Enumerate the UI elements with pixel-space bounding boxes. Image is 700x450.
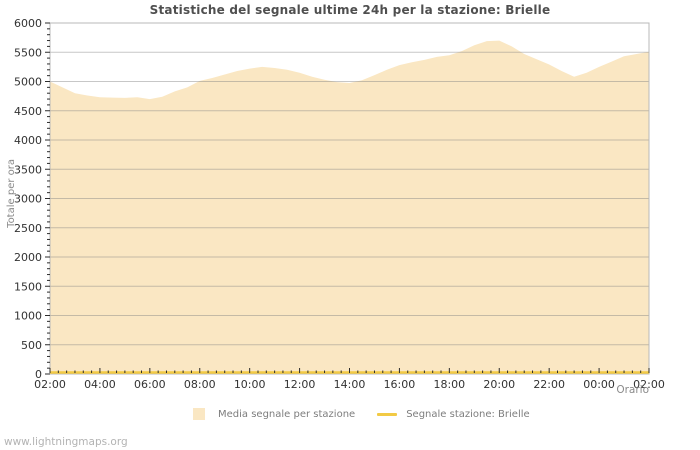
y-tick-label: 4500 (14, 105, 42, 118)
x-tick-label: 14:00 (334, 378, 366, 391)
watermark-text: www.lightningmaps.org (4, 436, 128, 448)
x-tick-label: 12:00 (284, 378, 316, 391)
y-tick-label: 5000 (14, 76, 42, 89)
y-tick-label: 3000 (14, 193, 42, 206)
y-tick-label: 1000 (14, 310, 42, 323)
chart-legend: Media segnale per stazione Segnale stazi… (193, 408, 530, 420)
chart-plot-area: 0 500 1000 1500 2000 2500 3000 3500 4000 4500 5000… (14, 17, 665, 391)
line-swatch-icon (377, 412, 398, 416)
y-tick-label: 1500 (14, 280, 42, 293)
x-tick-label: 20:00 (483, 378, 515, 391)
area-swatch-icon (193, 408, 205, 420)
x-tick-label: 00:00 (583, 378, 615, 391)
area-series-media-segnale (50, 40, 649, 374)
legend-label-media: Media segnale per stazione (218, 408, 356, 420)
x-tick-label: 10:00 (234, 378, 266, 391)
y-tick-label: 2000 (14, 251, 42, 264)
x-tick-label: 06:00 (134, 378, 166, 391)
chart-title: Statistiche del segnale ultime 24h per l… (149, 3, 551, 17)
legend-label-station: Segnale stazione: Brielle (406, 408, 530, 420)
y-axis-title: Totale per ora (6, 159, 17, 228)
y-tick-label: 0 (35, 368, 42, 381)
x-tick-label: 02:00 (34, 378, 66, 391)
x-tick-label: 16:00 (384, 378, 416, 391)
y-tick-label: 5500 (14, 46, 42, 59)
x-tick-label: 22:00 (533, 378, 565, 391)
x-axis-title: Orario (616, 384, 649, 396)
x-tick-label: 02:00 (633, 378, 665, 391)
y-tick-label: 500 (21, 339, 42, 352)
y-tick-label: 3500 (14, 163, 42, 176)
y-tick-label: 4000 (14, 134, 42, 147)
x-tick-label: 18:00 (433, 378, 465, 391)
y-tick-label: 2500 (14, 222, 42, 235)
x-tick-label: 04:00 (84, 378, 116, 391)
x-tick-label: 08:00 (184, 378, 216, 391)
y-tick-label: 6000 (14, 17, 42, 30)
